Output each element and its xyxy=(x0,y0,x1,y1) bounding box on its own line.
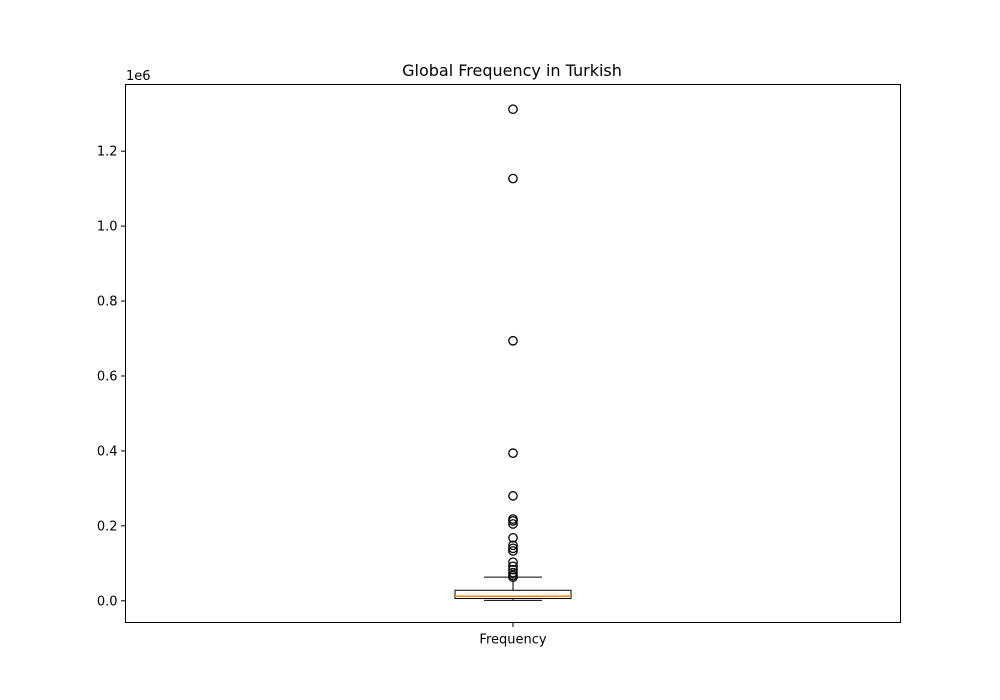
y-tick-label: 0.6 xyxy=(97,369,118,384)
y-tick-label: 0.4 xyxy=(97,444,118,459)
outlier-point xyxy=(508,335,518,346)
outlier-point xyxy=(508,491,518,501)
y-tick-label: 0.0 xyxy=(97,594,118,609)
y-axis-ticks: 0.0 0.2 0.4 0.6 0.8 1.0 1.2 xyxy=(97,145,126,609)
y-offset-label: 1e6 xyxy=(126,69,151,84)
outlier-point xyxy=(508,104,518,115)
y-tick-label: 1.2 xyxy=(97,145,118,160)
y-tick-label: 0.8 xyxy=(97,295,118,310)
outlier-point xyxy=(508,516,518,526)
y-tick-label: 0.2 xyxy=(97,519,118,534)
outlier-point xyxy=(508,543,518,554)
outlier-point xyxy=(508,572,518,583)
outlier-point xyxy=(508,557,518,568)
outlier-point xyxy=(508,540,518,551)
outlier-point xyxy=(508,519,518,529)
plot-marks xyxy=(454,104,572,601)
y-tick-label: 1.0 xyxy=(97,220,118,235)
x-axis-ticks: Frequency xyxy=(479,622,547,648)
plot-area-frame xyxy=(125,84,901,623)
chart-title: Global Frequency in Turkish xyxy=(402,61,622,80)
x-tick-label: Frequency xyxy=(479,633,546,648)
outlier-point xyxy=(508,564,518,575)
outlier-point xyxy=(508,532,518,543)
outlier-point xyxy=(508,173,518,184)
outlier-point xyxy=(508,546,518,556)
outlier-point xyxy=(508,567,518,578)
outlier-point xyxy=(508,448,518,459)
interquartile-box xyxy=(454,589,572,600)
